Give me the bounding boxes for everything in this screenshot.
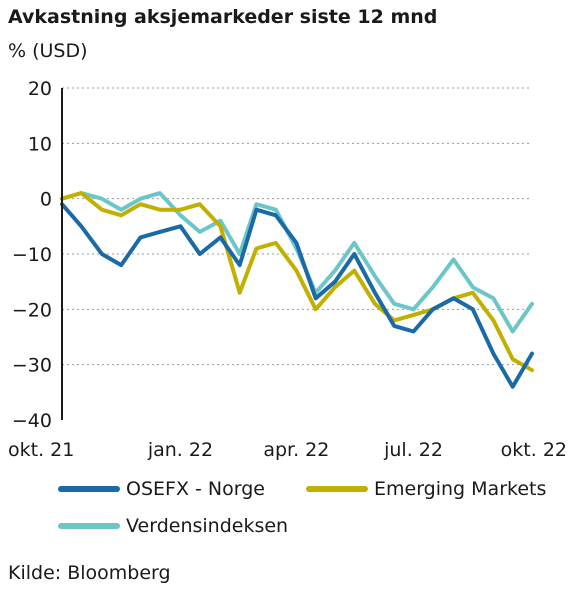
x-tick-label: okt. 21: [8, 439, 74, 461]
legend-label-emerging: Emerging Markets: [374, 478, 547, 500]
legend-item-emerging: Emerging Markets: [306, 478, 546, 500]
source-note: Kilde: Bloomberg: [8, 562, 171, 584]
legend-item-osefx: OSEFX - Norge: [58, 478, 265, 500]
legend-label-osefx: OSEFX - Norge: [126, 478, 265, 500]
legend-swatch-verden: [58, 523, 120, 529]
legend-item-verden: Verdensindeksen: [58, 515, 288, 537]
series-line-2: [60, 191, 534, 334]
y-tick-label: 10: [28, 133, 52, 155]
y-tick-label: −20: [12, 299, 52, 321]
line-chart: 20 10 0 −10 −20 −30 −40 okt. 21 jan. 22 apr. 22 j…: [8, 78, 567, 461]
series-line-1: [60, 191, 534, 373]
series-lines: [60, 191, 534, 389]
gridlines: [62, 87, 532, 366]
y-tick-label: 0: [40, 189, 52, 211]
legend-label-verden: Verdensindeksen: [126, 515, 289, 537]
series-line-0: [60, 202, 534, 389]
y-axis-unit-label: % (USD): [8, 40, 88, 62]
x-tick-labels: okt. 21 jan. 22 apr. 22 jul. 22 okt. 22: [8, 439, 567, 461]
y-tick-label: 20: [28, 78, 52, 100]
y-tick-labels: 20 10 0 −10 −20 −30 −40: [12, 78, 52, 432]
y-tick-label: −30: [12, 355, 52, 377]
x-tick-label: jan. 22: [147, 439, 213, 461]
y-tick-label: −10: [12, 244, 52, 266]
legend-swatch-osefx: [58, 486, 120, 492]
legend-swatch-emerging: [306, 486, 368, 492]
x-tick-label: okt. 22: [501, 439, 567, 461]
x-tick-label: jul. 22: [383, 439, 443, 461]
chart-title: Avkastning aksjemarkeder siste 12 mnd: [8, 6, 438, 28]
y-tick-label: −40: [12, 410, 52, 432]
x-tick-label: apr. 22: [263, 439, 329, 461]
